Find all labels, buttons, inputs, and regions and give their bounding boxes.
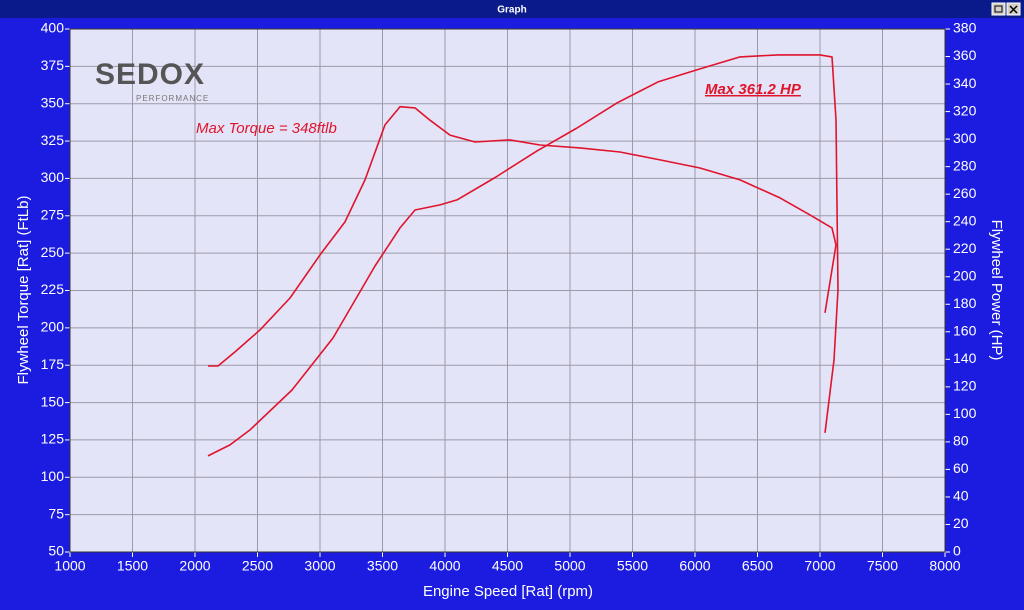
y2-tick-label: 320 bbox=[953, 102, 977, 118]
annotation: Max 361.2 HP bbox=[705, 81, 802, 98]
y2-tick-label: 360 bbox=[953, 47, 977, 63]
plot-border bbox=[69, 28, 946, 553]
x-tick-label: 6500 bbox=[742, 558, 773, 574]
y-tick-label: 125 bbox=[41, 431, 65, 447]
y-tick-label: 50 bbox=[48, 543, 64, 559]
x-tick-label: 5500 bbox=[617, 558, 648, 574]
y2-tick-label: 280 bbox=[953, 157, 977, 173]
y-tick-label: 150 bbox=[41, 393, 65, 409]
y-tick-label: 300 bbox=[41, 169, 65, 185]
title-bar bbox=[0, 0, 1024, 18]
y2-tick-label: 200 bbox=[953, 267, 977, 283]
x-tick-label: 1000 bbox=[54, 558, 85, 574]
y-tick-label: 250 bbox=[41, 244, 65, 260]
y-tick-label: 100 bbox=[41, 468, 65, 484]
close-icon bbox=[1009, 5, 1018, 14]
y2-tick-label: 0 bbox=[953, 543, 961, 559]
data-line bbox=[207, 54, 839, 457]
y2-tick-label: 220 bbox=[953, 240, 977, 256]
y2-tick-label: 120 bbox=[953, 378, 977, 394]
y2-tick-label: 140 bbox=[953, 350, 977, 366]
y2-axis-label: Flywheel Power (HP) bbox=[988, 220, 1005, 361]
y-tick-label: 400 bbox=[41, 20, 65, 36]
y2-tick-label: 300 bbox=[953, 130, 977, 146]
x-tick-label: 4000 bbox=[429, 558, 460, 574]
window-title: Graph bbox=[497, 5, 526, 16]
y2-tick-label: 180 bbox=[953, 295, 977, 311]
x-tick-label: 8000 bbox=[929, 558, 960, 574]
logo-subtitle: PERFORMANCE bbox=[136, 94, 209, 103]
annotation: Max Torque = 348ftlb bbox=[196, 120, 337, 137]
y2-tick-label: 60 bbox=[953, 460, 969, 476]
y2-tick-label: 260 bbox=[953, 185, 977, 201]
x-tick-label: 3500 bbox=[367, 558, 398, 574]
y-tick-label: 375 bbox=[41, 57, 65, 73]
x-tick-label: 3000 bbox=[304, 558, 335, 574]
y2-tick-label: 160 bbox=[953, 322, 977, 338]
y-tick-label: 350 bbox=[41, 94, 65, 110]
y-axis-label: Flywheel Torque [Rat] (FtLb) bbox=[15, 196, 32, 385]
data-line bbox=[208, 105, 837, 367]
x-tick-label: 7500 bbox=[867, 558, 898, 574]
x-tick-label: 1500 bbox=[117, 558, 148, 574]
logo: SEDOX bbox=[95, 58, 205, 91]
y2-tick-label: 340 bbox=[953, 75, 977, 91]
x-tick-label: 2000 bbox=[179, 558, 210, 574]
x-axis-label: Engine Speed [Rat] (rpm) bbox=[423, 583, 593, 600]
y2-tick-label: 100 bbox=[953, 405, 977, 421]
y2-tick-label: 380 bbox=[953, 20, 977, 36]
y-tick-label: 75 bbox=[48, 505, 64, 521]
x-tick-label: 6000 bbox=[679, 558, 710, 574]
y-tick-label: 200 bbox=[41, 319, 65, 335]
y-tick-label: 225 bbox=[41, 281, 65, 297]
y-tick-label: 275 bbox=[41, 206, 65, 222]
x-tick-label: 2500 bbox=[242, 558, 273, 574]
restore-button[interactable] bbox=[991, 2, 1006, 16]
y2-tick-label: 240 bbox=[953, 212, 977, 228]
x-tick-label: 4500 bbox=[492, 558, 523, 574]
y-tick-label: 175 bbox=[41, 356, 65, 372]
x-tick-label: 7000 bbox=[804, 558, 835, 574]
x-tick-label: 5000 bbox=[554, 558, 585, 574]
y2-tick-label: 20 bbox=[953, 515, 969, 531]
y2-tick-label: 40 bbox=[953, 488, 969, 504]
restore-icon bbox=[994, 5, 1003, 13]
y-tick-label: 325 bbox=[41, 132, 65, 148]
y2-tick-label: 80 bbox=[953, 433, 969, 449]
